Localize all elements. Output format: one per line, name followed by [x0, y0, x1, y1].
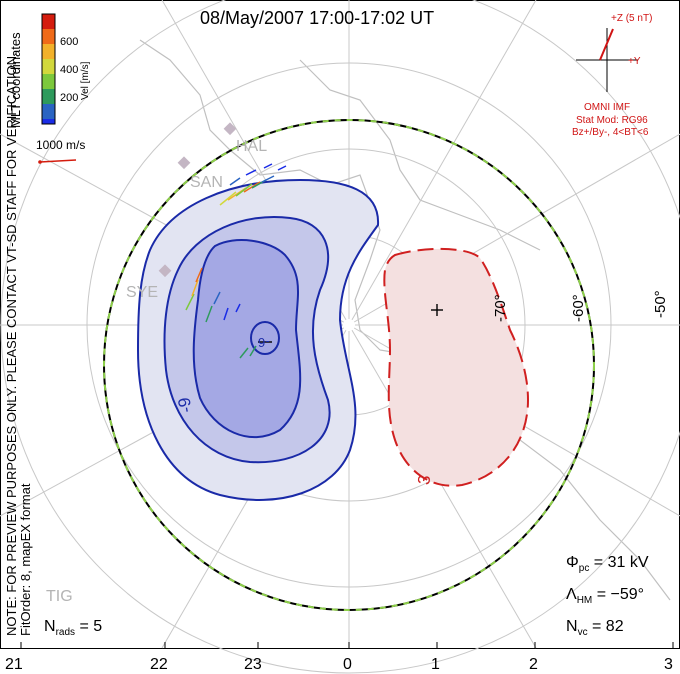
contour-label-minus6: -6	[258, 335, 270, 350]
fit-order: FitOrder: 8, mapEX format	[18, 483, 33, 636]
lat-label-60: -60°	[570, 294, 587, 322]
station-markers	[158, 122, 237, 278]
coordinate-system: MLT coordinates	[8, 32, 23, 128]
color-tick-400: 400	[60, 64, 79, 76]
stat-phi-pc: Φpc = 31 kV	[566, 554, 649, 575]
preview-note: NOTE: FOR PREVIEW PURPOSES ONLY. PLEASE …	[4, 52, 19, 636]
stat-n-rads: Nrads = 5	[44, 618, 103, 639]
velocity-scale-label: 1000 m/s	[36, 138, 86, 152]
magnetic-pole	[343, 319, 355, 331]
imf-condition: Bz+/By-, 4<BT<6	[572, 127, 649, 138]
mlt-ticks	[20, 642, 674, 648]
negative-potential-cell	[136, 178, 380, 501]
mlt-label-22: 22	[150, 656, 168, 673]
color-scale-label: Vel [m/s]	[80, 61, 91, 100]
page-title: 08/May/2007 17:00-17:02 UT	[200, 8, 435, 28]
positive-potential-cell	[383, 247, 530, 487]
imf-model: Stat Mod: RG96	[576, 115, 648, 126]
lat-label-50: -50°	[652, 290, 669, 318]
velocity-scale-vector	[38, 159, 77, 164]
imf-dial	[576, 28, 638, 92]
stat-lambda-hm: ΛHM = −59°	[566, 586, 645, 607]
mlt-label-1: 1	[431, 656, 440, 673]
mlt-label-2: 2	[529, 656, 538, 673]
station-sye: SYE	[126, 284, 159, 301]
mlt-label-21: 21	[5, 656, 23, 673]
color-tick-200: 200	[60, 92, 79, 104]
station-san: SAN	[190, 174, 223, 191]
potential-extrema	[258, 304, 443, 343]
mlt-label-3: 3	[664, 656, 673, 673]
mlt-label-23: 23	[244, 656, 262, 673]
imf-z-label: +Z (5 nT)	[611, 13, 653, 24]
imf-y-label: +Y	[628, 56, 641, 67]
mlt-label-0: 0	[343, 656, 352, 673]
imf-source: OMNI IMF	[584, 102, 631, 113]
velocity-color-bar	[41, 13, 56, 125]
station-hal: HAL	[236, 138, 268, 155]
color-tick-600: 600	[60, 36, 79, 48]
hm-boundary-dash	[103, 119, 595, 611]
lat-label-70: -70°	[492, 294, 509, 322]
station-tig: TIG	[46, 588, 73, 605]
velocity-vectors	[185, 163, 287, 359]
stat-n-vc: Nvc = 82	[566, 618, 624, 639]
